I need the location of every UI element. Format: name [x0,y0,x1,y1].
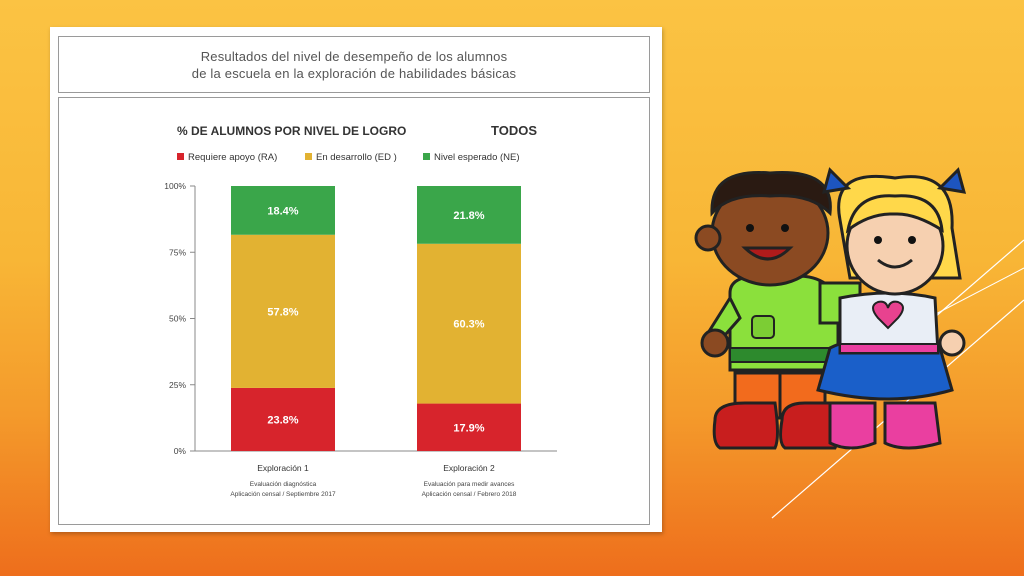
bar-segment [417,186,521,244]
bar-value-label: 23.8% [267,414,298,426]
legend-label: Nivel esperado (NE) [434,152,520,163]
bar-value-label: 18.4% [267,205,298,217]
chart-subtitle: TODOS [491,123,537,138]
y-tick-label: 0% [174,446,187,456]
x-category-note: Aplicación censal / Septiembre 2017 [230,491,336,498]
bar-value-label: 17.9% [453,422,484,434]
results-title: Resultados del nivel de desempeño de los… [58,36,650,93]
bar-segment [417,243,521,404]
results-title-line1: Resultados del nivel de desempeño de los… [200,48,508,64]
x-category-label: Exploración 1 [257,463,309,473]
x-category-note: Evaluación diagnóstica [250,481,317,488]
legend-label: En desarrollo (ED ) [316,152,397,163]
bar-segment [231,186,335,235]
x-axis-labels: Exploración 1 Evaluación diagnóstica Aplic… [230,463,516,498]
results-title-line2: de la escuela en la exploración de habil… [191,65,517,81]
legend-swatch [177,153,184,160]
bar-segment [231,387,335,451]
bar-value-label: 57.8% [267,306,298,318]
children-illustration [694,167,967,450]
stacked-bar-chart: % DE ALUMNOS POR NIVEL DE LOGRO TODOS Re… [164,123,557,498]
y-tick-label: 25% [169,380,186,390]
y-tick-label: 50% [169,314,186,324]
bar-value-label: 21.8% [453,210,484,222]
y-tick-label: 75% [169,247,186,257]
chart-title: % DE ALUMNOS POR NIVEL DE LOGRO [177,124,406,138]
x-category-note: Aplicación censal / Febrero 2018 [422,491,517,498]
chart-legend: Requiere apoyo (RA) En desarrollo (ED ) Ni… [177,152,520,163]
bars-group: 23.8% 57.8% 18.4% 17.9% 60.3% 21.8% [231,186,521,451]
chart-card: Resultados del nivel de desempeño de los… [50,27,662,532]
legend-swatch [305,153,312,160]
legend-swatch [423,153,430,160]
bar-segment [231,234,335,388]
x-category-label: Exploración 2 [443,463,495,473]
bar-value-label: 60.3% [453,319,484,331]
girl-figure [816,167,967,450]
x-category-note: Evaluación para medir avances [424,481,515,488]
bar-segment [417,403,521,451]
legend-label: Requiere apoyo (RA) [188,152,277,163]
chart-frame: % DE ALUMNOS POR NIVEL DE LOGRO TODOS Re… [58,97,650,525]
y-tick-label: 100% [164,181,186,191]
